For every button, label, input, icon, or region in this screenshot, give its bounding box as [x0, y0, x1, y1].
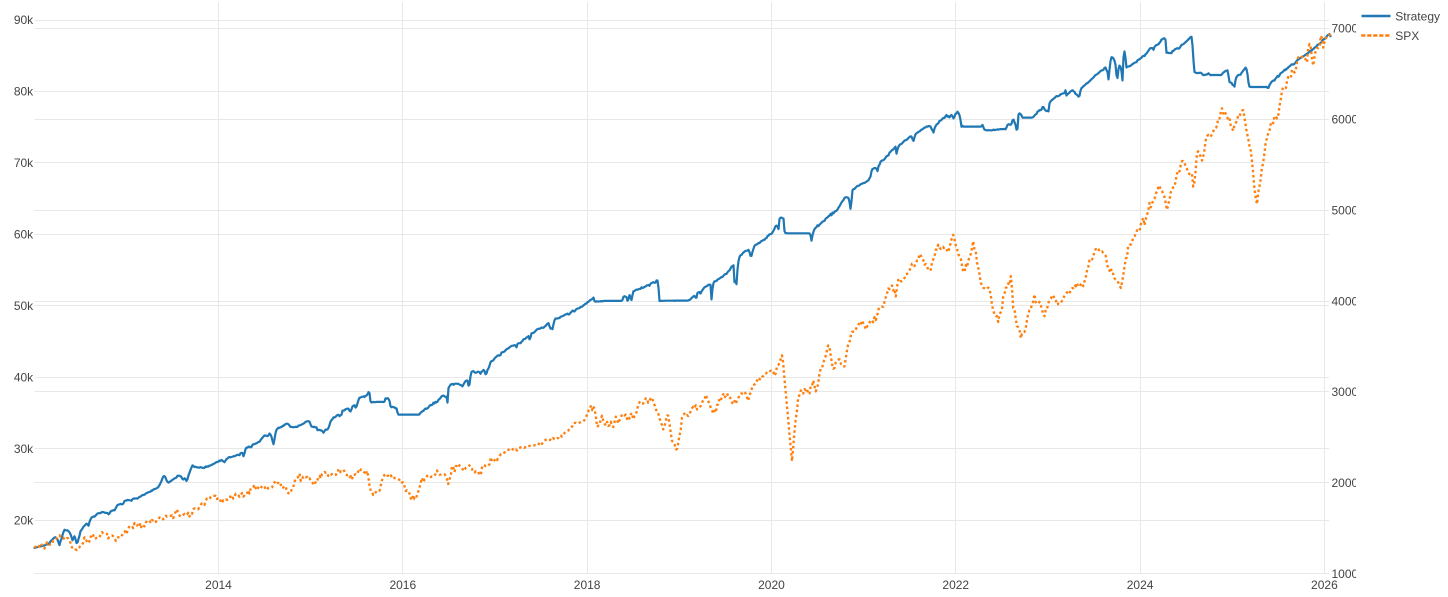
svg-text:3000: 3000	[1332, 385, 1359, 399]
svg-text:20k: 20k	[14, 513, 34, 527]
svg-text:2016: 2016	[389, 578, 416, 592]
svg-text:7000: 7000	[1332, 22, 1359, 36]
svg-text:2026: 2026	[1311, 578, 1338, 592]
svg-text:Strategy: Strategy	[1395, 10, 1440, 24]
svg-text:50k: 50k	[14, 299, 34, 313]
svg-text:70k: 70k	[14, 156, 34, 170]
svg-text:80k: 80k	[14, 85, 34, 99]
svg-text:1000: 1000	[1332, 567, 1359, 581]
svg-text:2020: 2020	[758, 578, 785, 592]
svg-text:6000: 6000	[1332, 113, 1359, 127]
svg-text:90k: 90k	[14, 13, 34, 27]
svg-text:2018: 2018	[574, 578, 601, 592]
svg-text:40k: 40k	[14, 371, 34, 385]
svg-text:2000: 2000	[1332, 476, 1359, 490]
svg-text:2024: 2024	[1127, 578, 1154, 592]
svg-text:2014: 2014	[205, 578, 232, 592]
svg-text:SPX: SPX	[1395, 29, 1419, 43]
svg-text:2022: 2022	[942, 578, 969, 592]
svg-text:4000: 4000	[1332, 294, 1359, 308]
svg-text:60k: 60k	[14, 228, 34, 242]
svg-text:30k: 30k	[14, 442, 34, 456]
svg-text:5000: 5000	[1332, 203, 1359, 217]
